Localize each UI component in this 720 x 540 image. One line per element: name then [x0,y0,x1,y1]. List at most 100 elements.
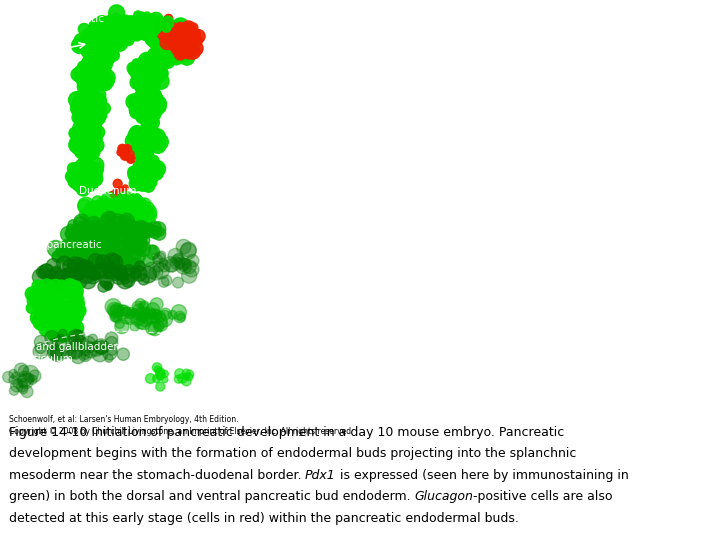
Circle shape [138,25,153,40]
Circle shape [104,55,114,65]
Circle shape [140,136,149,145]
Text: Liver and gallbladder
diverticulum: Liver and gallbladder diverticulum [7,342,118,364]
Circle shape [91,18,108,34]
Circle shape [144,126,155,137]
Circle shape [148,136,162,150]
Circle shape [89,111,97,120]
Circle shape [101,192,116,207]
Circle shape [124,237,137,251]
Circle shape [85,128,99,141]
Circle shape [92,66,106,79]
Circle shape [179,27,191,38]
Circle shape [86,270,99,284]
Circle shape [133,107,145,120]
Circle shape [99,76,109,86]
Circle shape [73,176,89,191]
Circle shape [120,212,132,223]
Circle shape [68,292,79,303]
Circle shape [143,15,153,25]
Circle shape [117,273,133,289]
Circle shape [81,149,89,157]
Circle shape [183,23,196,35]
Circle shape [72,330,85,342]
Circle shape [75,130,90,145]
Circle shape [80,136,91,146]
Circle shape [82,228,94,240]
Circle shape [82,176,99,191]
Circle shape [61,301,70,309]
Circle shape [83,39,91,48]
Circle shape [77,107,91,122]
Circle shape [107,23,121,36]
Circle shape [96,63,110,77]
Circle shape [92,44,106,58]
Circle shape [170,52,183,65]
Circle shape [112,35,125,48]
Circle shape [78,253,93,267]
Circle shape [45,288,55,299]
Circle shape [143,12,151,20]
Circle shape [183,374,189,380]
Circle shape [143,146,150,154]
Circle shape [136,103,147,114]
Circle shape [87,110,99,122]
Circle shape [27,288,42,302]
Circle shape [172,18,189,34]
Circle shape [9,386,19,395]
Circle shape [43,270,58,285]
Circle shape [181,39,189,46]
Circle shape [77,263,89,275]
Circle shape [68,249,81,263]
Circle shape [140,172,150,182]
Circle shape [155,312,166,322]
Circle shape [58,248,69,259]
Circle shape [150,298,163,310]
Circle shape [171,32,182,43]
Circle shape [140,171,152,183]
Circle shape [72,112,84,124]
Circle shape [98,73,114,89]
Circle shape [105,354,113,362]
Circle shape [122,209,130,217]
Circle shape [104,247,117,259]
Circle shape [79,60,96,77]
Circle shape [155,19,162,27]
Circle shape [135,130,148,142]
Circle shape [88,107,102,121]
Circle shape [143,59,152,68]
Circle shape [102,33,117,49]
Circle shape [32,313,48,328]
Circle shape [145,148,153,156]
Circle shape [40,279,53,292]
Circle shape [130,25,140,35]
Circle shape [184,42,194,52]
Circle shape [135,99,145,109]
Circle shape [128,127,145,144]
Circle shape [109,32,125,48]
Circle shape [127,233,142,248]
Circle shape [130,194,139,203]
Circle shape [67,269,79,281]
Circle shape [156,51,168,62]
Circle shape [146,98,161,113]
Circle shape [158,53,171,67]
Circle shape [60,252,74,266]
Circle shape [111,238,121,248]
Text: detected at this early stage (cells in red) within the pancreatic endodermal bud: detected at this early stage (cells in r… [9,512,518,525]
Circle shape [73,255,87,269]
Circle shape [146,303,160,316]
Circle shape [76,164,92,180]
Circle shape [132,229,146,243]
Circle shape [96,217,109,230]
Circle shape [134,98,150,113]
Circle shape [39,322,53,336]
Circle shape [132,266,147,281]
Circle shape [78,92,90,104]
Circle shape [45,310,53,318]
Text: Schoenwolf, et al: Larsen's Human Embryology, 4th Edition.
Copyright © 2008 by C: Schoenwolf, et al: Larsen's Human Embryo… [9,415,351,436]
Circle shape [161,38,177,55]
Circle shape [148,226,161,239]
Circle shape [81,274,96,289]
Circle shape [189,41,203,56]
Circle shape [37,315,46,325]
